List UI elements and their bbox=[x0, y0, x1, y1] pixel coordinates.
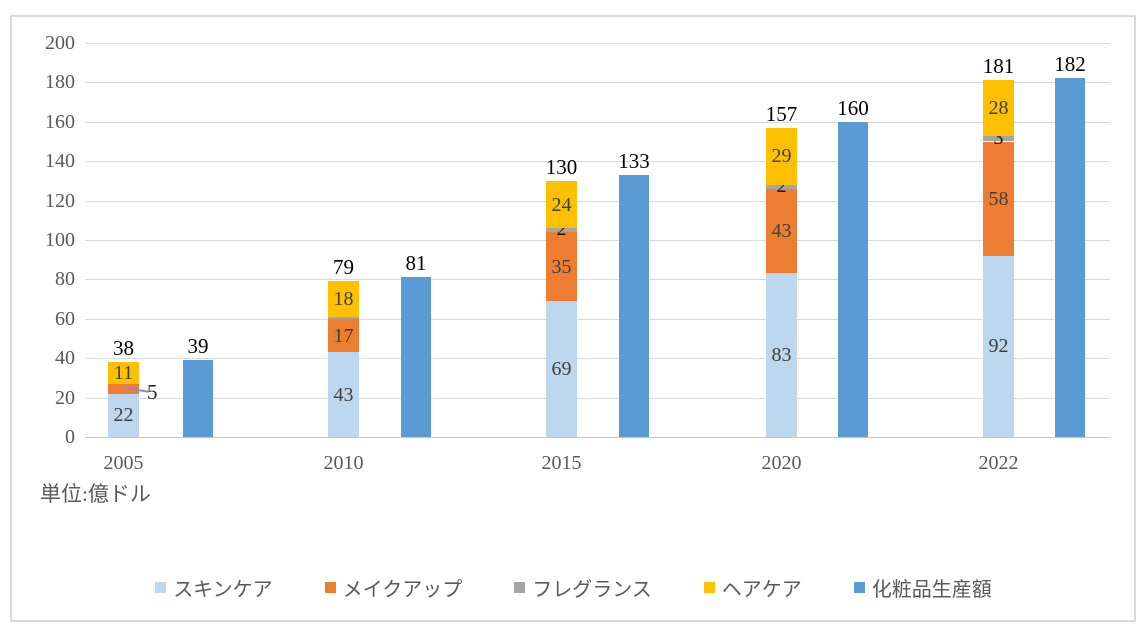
segment-label: 43 bbox=[771, 220, 792, 243]
y-axis-tick-label: 140 bbox=[45, 150, 75, 173]
bar-segment-メイクアップ bbox=[766, 188, 797, 274]
segment-label: 28 bbox=[988, 97, 1009, 119]
legend-label: スキンケア bbox=[173, 579, 273, 601]
segment-label-callout: 5 bbox=[147, 379, 158, 404]
gridline-60 bbox=[85, 318, 1110, 320]
bar-segment-スキンケア bbox=[546, 301, 577, 437]
gridline-100 bbox=[85, 240, 1110, 241]
bar-segment-フレグランス bbox=[546, 228, 577, 233]
segment-label: 18 bbox=[333, 288, 354, 311]
legend-label: メイクアップ bbox=[342, 579, 463, 601]
x-axis-category-label: 2005 bbox=[103, 452, 144, 474]
legend-label: フレグランス bbox=[532, 579, 652, 601]
bar-化粧品生産額 bbox=[401, 277, 431, 437]
legend-label: ヘアケア bbox=[721, 579, 802, 601]
bar-segment-スキンケア bbox=[983, 255, 1014, 437]
y-axis-tick-label: 200 bbox=[45, 32, 75, 54]
y-axis-tick-label: 60 bbox=[55, 307, 75, 330]
bar-segment-ヘアケア bbox=[766, 127, 797, 185]
y-axis-tick-label: 120 bbox=[45, 189, 75, 212]
y-axis-tick-label: 180 bbox=[45, 71, 75, 94]
legend-item-フレグランス: フレグランス bbox=[514, 573, 652, 602]
bar-segment-メイクアップ bbox=[108, 383, 139, 394]
segment-label: 69 bbox=[551, 358, 572, 381]
segment-label: 83 bbox=[771, 344, 792, 367]
y-axis-tick-label: 160 bbox=[45, 110, 75, 133]
legend-item-ヘアケア: ヘアケア bbox=[703, 573, 802, 602]
segment-label: 92 bbox=[988, 335, 1009, 358]
segment-label: 58 bbox=[988, 187, 1009, 210]
x-axis-category-label: 2010 bbox=[323, 452, 364, 474]
bar-segment-メイクアップ bbox=[983, 141, 1014, 256]
bar-化粧品生産額 bbox=[619, 174, 649, 437]
legend: スキンケア メイクアップ フレグランス ヘアケア 化粧品生産額 bbox=[0, 573, 1147, 602]
bar-total-label: 81 bbox=[405, 251, 427, 276]
segment-label: 3 bbox=[993, 126, 1004, 149]
bar-segment-ヘアケア bbox=[108, 362, 139, 384]
bar-segment-スキンケア bbox=[766, 273, 797, 437]
segment-label: 24 bbox=[551, 193, 572, 216]
legend-item-メイクアップ: メイクアップ bbox=[324, 573, 463, 602]
stacked-total-label: 130 bbox=[545, 154, 578, 179]
segment-label: 2 bbox=[776, 174, 787, 197]
gridline-40 bbox=[85, 358, 1110, 360]
y-axis-tick-label: 80 bbox=[55, 268, 75, 291]
legend-swatch-icon bbox=[703, 582, 715, 593]
bar-segment-メイクアップ bbox=[328, 318, 359, 353]
gridline-200 bbox=[85, 43, 1110, 44]
bar-化粧品生産額 bbox=[183, 360, 213, 437]
bar-total-label: 133 bbox=[618, 148, 650, 173]
y-axis-tick-label: 100 bbox=[45, 229, 75, 251]
segment-label: 22 bbox=[113, 404, 134, 427]
stacked-total-label: 38 bbox=[113, 336, 134, 361]
stacked-total-label: 79 bbox=[333, 255, 354, 280]
bar-segment-ヘアケア bbox=[328, 281, 359, 317]
gridline-180 bbox=[85, 82, 1110, 84]
bar-total-label: 182 bbox=[1054, 52, 1086, 77]
gridline-80 bbox=[85, 279, 1110, 281]
x-axis-category-label: 2020 bbox=[761, 452, 802, 474]
bar-segment-フレグランス bbox=[983, 135, 1014, 142]
segment-label: 2 bbox=[556, 218, 567, 241]
bar-total-label: 160 bbox=[837, 95, 869, 120]
bar-segment-ヘアケア bbox=[983, 80, 1014, 136]
x-axis-category-label: 2015 bbox=[541, 452, 582, 474]
bar-segment-スキンケア bbox=[328, 352, 359, 437]
gridline-20 bbox=[85, 397, 1110, 399]
gridline-160 bbox=[85, 121, 1110, 123]
segment-label: 29 bbox=[771, 145, 792, 168]
bar-segment-フレグランス bbox=[766, 184, 797, 189]
gridline-140 bbox=[85, 161, 1110, 163]
bar-segment-フレグランス bbox=[328, 316, 359, 319]
gridline-0 bbox=[85, 437, 1110, 438]
bar-化粧品生産額 bbox=[1055, 78, 1085, 437]
legend-label: 化粧品生産額 bbox=[871, 579, 992, 601]
unit-label: 単位:億ドル bbox=[40, 482, 151, 506]
segment-label: 17 bbox=[333, 324, 354, 347]
stacked-total-label: 157 bbox=[765, 101, 798, 126]
gridline-120 bbox=[85, 200, 1110, 202]
segment-label: 43 bbox=[333, 383, 354, 406]
segment-label: 11 bbox=[113, 361, 134, 384]
x-axis-category-label: 2022 bbox=[978, 452, 1019, 474]
legend-swatch-icon bbox=[514, 582, 526, 593]
legend-item-化粧品生産額: 化粧品生産額 bbox=[853, 573, 992, 602]
bar-segment-メイクアップ bbox=[546, 232, 577, 302]
stacked-total-label: 181 bbox=[982, 54, 1015, 79]
legend-swatch-icon bbox=[324, 582, 336, 593]
y-axis-tick-label: 20 bbox=[55, 386, 75, 409]
y-axis-tick-label: 0 bbox=[65, 426, 75, 448]
bar-segment-スキンケア bbox=[108, 393, 139, 437]
legend-item-スキンケア: スキンケア bbox=[155, 573, 273, 602]
legend-swatch-icon bbox=[155, 582, 167, 593]
bar-total-label: 39 bbox=[187, 334, 209, 359]
bar-segment-ヘアケア bbox=[546, 180, 577, 229]
y-axis-tick-label: 40 bbox=[55, 347, 75, 370]
segment-label: 35 bbox=[551, 255, 572, 278]
bar-化粧品生産額 bbox=[838, 121, 868, 437]
legend-swatch-icon bbox=[853, 582, 865, 593]
